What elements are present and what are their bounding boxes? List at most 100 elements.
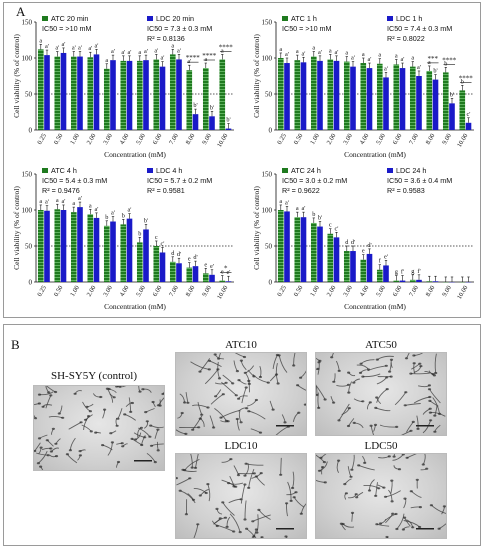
panel-b-label: B: [11, 337, 20, 352]
cell-process: [253, 529, 257, 538]
bar-atc: [153, 59, 160, 130]
bar-atc: [120, 60, 127, 130]
x-tick-label: 10.00: [216, 285, 229, 301]
cell-body: [323, 398, 327, 401]
cell-process: [431, 504, 446, 514]
bar-ldc: [432, 79, 439, 130]
cell-process: [154, 429, 159, 439]
bar-atc: [343, 61, 350, 130]
cell-process: [394, 391, 407, 406]
cell-body: [219, 416, 223, 419]
legend-swatch-ldc: [147, 16, 153, 21]
cell-body: [349, 475, 353, 478]
cell-body: [254, 475, 258, 478]
cell-process: [406, 421, 414, 433]
cell-process: [256, 514, 259, 533]
ic50-ldc: IC50 = 7.4 ± 0.3 mM: [387, 24, 452, 33]
cell-body: [37, 437, 42, 440]
cell-body: [198, 494, 202, 497]
micrograph-label-atc50: ATC50: [365, 339, 397, 351]
x-tick-label: 0.50: [293, 285, 305, 298]
x-tick-label: 0.25: [36, 285, 48, 298]
letter-label: b: [312, 211, 315, 218]
cell-body: [405, 456, 409, 459]
bar-ldc: [110, 221, 116, 282]
cell-body: [216, 368, 220, 371]
cell-body: [285, 502, 289, 505]
cell-body: [297, 411, 301, 414]
cell-body: [388, 370, 392, 373]
letter-label: a': [161, 55, 165, 62]
letter-label: a': [335, 49, 339, 56]
cell-process: [342, 523, 355, 528]
cell-body: [120, 442, 124, 445]
cell-body: [34, 417, 38, 420]
cell-process: [375, 482, 378, 496]
cell-body: [259, 472, 263, 475]
bar-atc: [202, 68, 209, 130]
chart-20min: 0 50 100 150 a a' 0.25 a' a' 0.50 a' a' 1.00 a' a' 2.00…: [10, 14, 236, 164]
cell-process: [247, 369, 255, 377]
letter-label: e: [188, 256, 191, 263]
cell-body: [49, 394, 53, 397]
x-tick-label: 0.50: [293, 133, 305, 146]
cell-process: [438, 523, 446, 530]
bar-atc: [294, 60, 301, 130]
legend-label-ldc: LDC 4 h: [156, 166, 182, 175]
cell-process: [247, 399, 257, 407]
cell-body: [412, 362, 416, 365]
cell-body: [403, 497, 407, 500]
letter-label: a': [95, 206, 99, 213]
cell-process: [336, 384, 349, 387]
letter-label: a': [88, 45, 92, 52]
cell-body: [176, 477, 178, 480]
cell-process: [335, 360, 340, 371]
letter-label: a': [128, 49, 132, 56]
cell-body: [350, 511, 355, 514]
cell-body: [294, 491, 298, 494]
cell-body: [204, 491, 208, 495]
cell-body: [323, 481, 327, 484]
bar-atc: [70, 56, 77, 131]
cell-process: [146, 452, 156, 463]
letter-label: a: [138, 49, 141, 56]
cell-process: [393, 454, 395, 457]
cell-body: [429, 419, 433, 422]
bar-atc: [376, 63, 383, 131]
cell-body: [296, 384, 300, 387]
scale-bar: [276, 528, 294, 530]
cell-body: [354, 493, 358, 496]
x-tick-label: 9.00: [201, 133, 213, 146]
letter-label: a': [45, 43, 49, 50]
cell-body: [178, 489, 182, 492]
cell-body: [242, 355, 247, 359]
cell-body: [123, 413, 127, 416]
cell-body: [115, 424, 119, 427]
cell-body: [337, 419, 341, 422]
letter-label: a': [302, 205, 306, 212]
letter-label: d: [171, 250, 175, 257]
cell-body: [99, 395, 103, 399]
letter-label: d: [345, 239, 349, 246]
cell-body: [260, 536, 264, 538]
cell-process: [434, 424, 441, 432]
cell-process: [269, 400, 274, 410]
cell-body: [339, 522, 343, 525]
cell-body: [149, 424, 153, 427]
r2-atc: R² = 0.9476: [42, 186, 80, 195]
cell-process: [411, 363, 421, 370]
bar-atc: [136, 60, 143, 130]
cell-body: [206, 483, 210, 486]
bar-atc: [426, 281, 433, 282]
cell-process: [351, 512, 353, 522]
cell-process: [293, 353, 296, 366]
x-tick-label: 4.00: [359, 285, 371, 298]
letter-label: a: [411, 55, 414, 62]
bar-atc: [153, 246, 160, 282]
cell-process: [193, 487, 207, 494]
cell-process: [214, 408, 227, 422]
x-tick-label: 0.25: [276, 285, 288, 298]
cell-process: [347, 466, 352, 478]
bar-atc: [186, 267, 193, 282]
